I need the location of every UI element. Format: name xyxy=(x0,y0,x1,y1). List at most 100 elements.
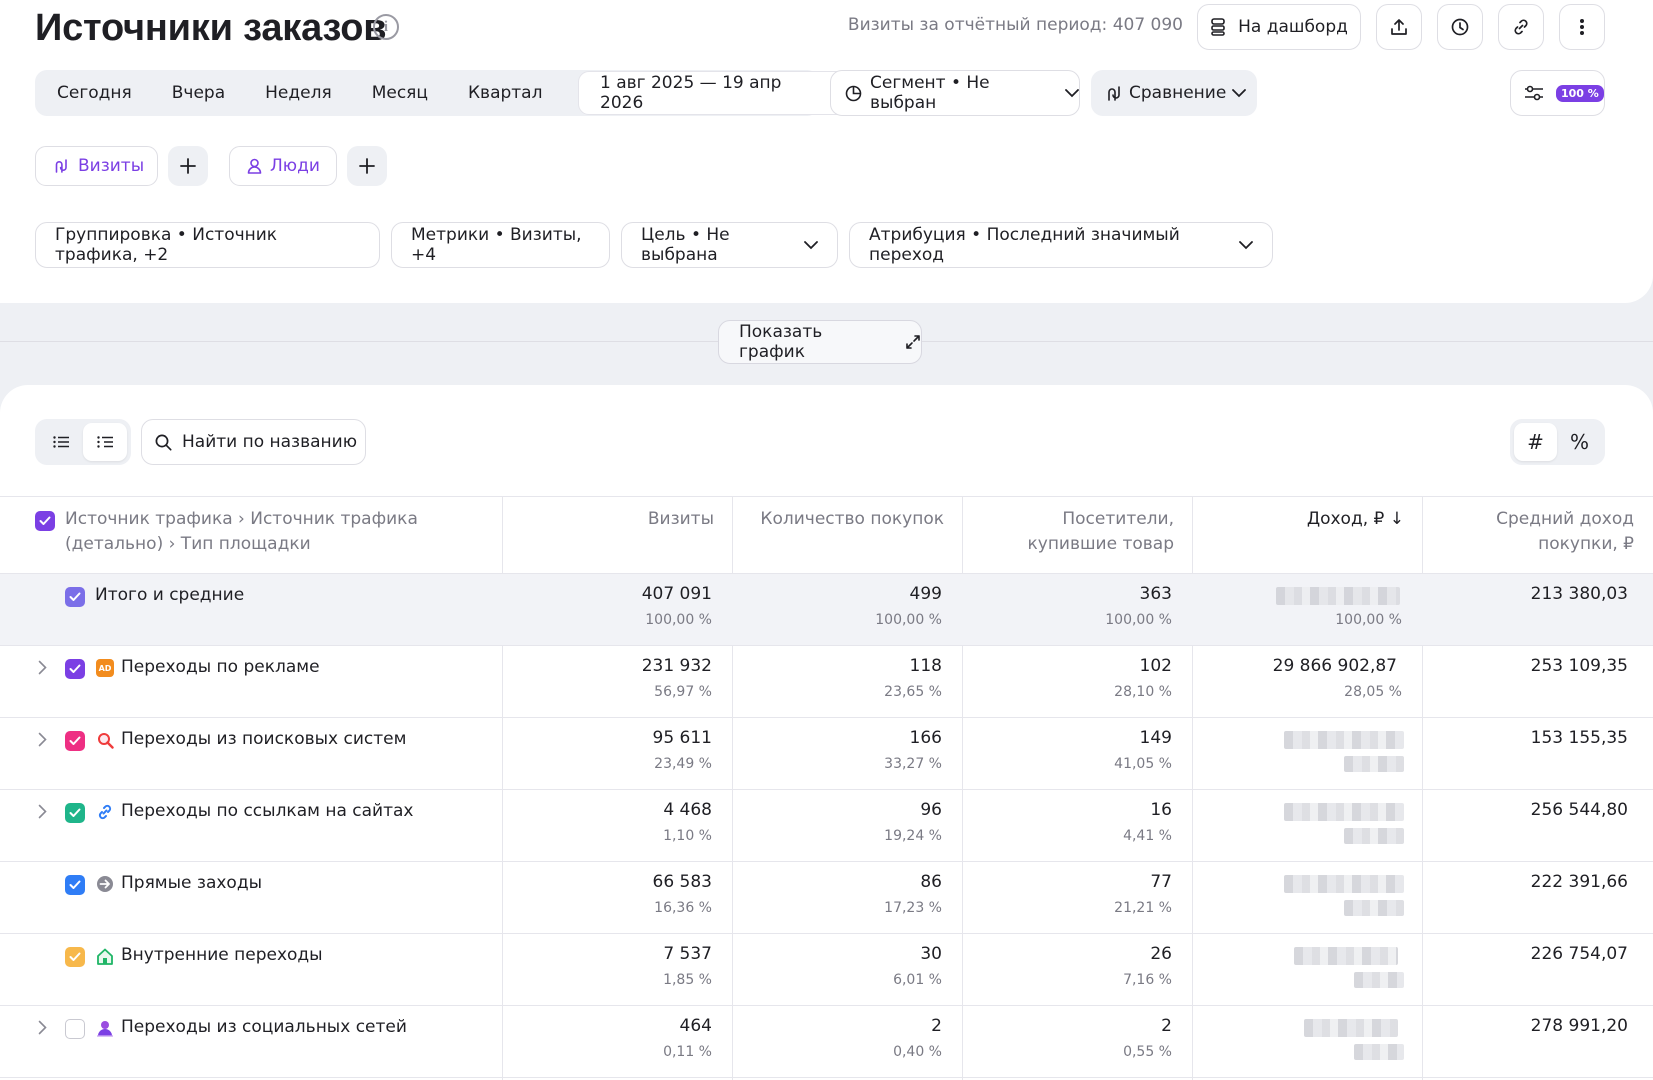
absolute-values-button[interactable]: # xyxy=(1514,423,1557,461)
avg-revenue-value: 226 754,07 xyxy=(1530,944,1628,964)
period-month[interactable]: Месяц xyxy=(371,83,428,103)
visits-value: 66 583 xyxy=(652,872,712,892)
avg-revenue-value: 222 391,66 xyxy=(1530,872,1628,892)
purchases-pct: 0,40 % xyxy=(893,1044,942,1060)
row-checkbox[interactable] xyxy=(65,731,85,751)
table-row[interactable]: Переходы по ссылкам на сайтах 4 468 1,10… xyxy=(0,790,1653,862)
table-row[interactable]: Внутренние переходы 7 537 1,85 % 30 6,01… xyxy=(0,934,1653,1006)
chevron-down-icon xyxy=(1065,88,1079,98)
segment-people-label: Люди xyxy=(270,156,320,176)
period-week[interactable]: Неделя xyxy=(265,83,332,103)
flat-list-view-button[interactable] xyxy=(39,423,83,461)
report-settings-button[interactable]: 100 % xyxy=(1510,70,1605,116)
chevron-down-icon xyxy=(804,240,818,250)
visits-value: 407 091 xyxy=(641,584,712,604)
visits-value: 7 537 xyxy=(663,944,712,964)
purchases-value: 166 xyxy=(909,728,942,748)
report-header-card: Источники заказов i Визиты за отчётный п… xyxy=(0,0,1653,303)
row-label: Переходы из социальных сетей xyxy=(121,1017,407,1037)
avg-revenue-column-header[interactable]: Средний доход покупки, ₽ xyxy=(1496,509,1634,554)
show-chart-button[interactable]: Показать график xyxy=(718,320,922,364)
sort-desc-icon: ↓ xyxy=(1389,509,1404,529)
add-visit-segment-button[interactable] xyxy=(168,146,208,186)
grouping-button[interactable]: Группировка • Источник трафика, +2 xyxy=(35,222,380,268)
date-range-label: 1 авг 2025 — 19 апр 2026 xyxy=(600,73,782,113)
chevron-down-icon xyxy=(1239,240,1253,250)
column-divider xyxy=(502,496,503,1080)
metrics-button[interactable]: Метрики • Визиты, +4 xyxy=(391,222,610,268)
buyers-value: 149 xyxy=(1139,728,1172,748)
expand-chevron-icon[interactable] xyxy=(38,804,47,823)
purchases-pct: 33,27 % xyxy=(884,756,942,772)
percent-values-button[interactable]: % xyxy=(1569,430,1589,454)
history-button[interactable] xyxy=(1437,4,1483,50)
goal-dropdown[interactable]: Цель • Не выбрана xyxy=(621,222,838,268)
revenue-pct: 100,00 % xyxy=(1335,612,1402,628)
expand-chevron-icon[interactable] xyxy=(38,660,47,679)
buyers-pct: 7,16 % xyxy=(1123,972,1172,988)
row-checkbox[interactable] xyxy=(65,1019,85,1039)
more-menu-button[interactable] xyxy=(1559,4,1605,50)
table-row[interactable]: AD Переходы по рекламе 231 932 56,97 % 1… xyxy=(0,646,1653,718)
purchases-value: 86 xyxy=(920,872,942,892)
buyers-column-header[interactable]: Посетители, купившие товар xyxy=(1027,509,1174,554)
comparison-label: Сравнение xyxy=(1129,83,1227,103)
comparison-dropdown[interactable]: Сравнение xyxy=(1091,70,1257,116)
row-checkbox[interactable] xyxy=(65,947,85,967)
segment-people-chip[interactable]: Люди xyxy=(229,146,337,186)
expand-chevron-icon[interactable] xyxy=(38,1020,47,1039)
compare-icon xyxy=(53,158,70,174)
row-checkbox[interactable] xyxy=(65,875,85,895)
period-today[interactable]: Сегодня xyxy=(57,83,132,103)
tree-view-button[interactable] xyxy=(83,423,127,461)
row-label: Прямые заходы xyxy=(121,873,263,893)
row-checkbox[interactable] xyxy=(65,803,85,823)
sampling-badge: 100 % xyxy=(1556,84,1604,102)
revenue-redacted xyxy=(1284,731,1404,749)
row-checkbox[interactable] xyxy=(65,587,85,607)
dimension-column-header[interactable]: Источник трафика › Источник трафика (дет… xyxy=(65,509,418,554)
social-person-icon xyxy=(96,1019,114,1037)
sliders-icon xyxy=(1524,85,1544,101)
expand-chevron-icon[interactable] xyxy=(38,732,47,751)
revenue-pct-redacted xyxy=(1354,1044,1404,1060)
export-button[interactable] xyxy=(1376,4,1422,50)
date-range-picker[interactable]: 1 авг 2025 — 19 апр 2026 xyxy=(578,71,854,115)
visits-pct: 100,00 % xyxy=(645,612,712,628)
add-to-dashboard-button[interactable]: На дашборд xyxy=(1197,4,1361,50)
buyers-pct: 100,00 % xyxy=(1105,612,1172,628)
visits-value: 231 932 xyxy=(641,656,712,676)
clock-icon xyxy=(1451,18,1469,36)
search-magnifier-icon xyxy=(96,731,114,749)
search-input[interactable]: Найти по названию xyxy=(141,419,366,465)
row-checkbox[interactable] xyxy=(65,659,85,679)
upload-icon xyxy=(1390,18,1408,36)
info-icon[interactable]: i xyxy=(373,14,399,40)
period-quarter[interactable]: Квартал xyxy=(467,83,543,103)
period-selector: Сегодня Вчера Неделя Месяц Квартал 1 авг… xyxy=(35,70,854,116)
period-yesterday[interactable]: Вчера xyxy=(171,83,226,103)
report-table-card: Найти по названию # % Источник трафика ›… xyxy=(0,385,1653,1080)
table-row[interactable]: Переходы из социальных сетей 464 0,11 % … xyxy=(0,1006,1653,1078)
person-icon xyxy=(247,158,262,174)
table-row[interactable]: Переходы из поисковых систем 95 611 23,4… xyxy=(0,718,1653,790)
visits-period-text: Визиты за отчётный период: 407 090 xyxy=(847,15,1183,35)
list-icon xyxy=(53,436,69,448)
view-mode-toggle xyxy=(35,419,131,465)
copy-link-button[interactable] xyxy=(1498,4,1544,50)
revenue-column-header[interactable]: Доход, ₽ ↓ xyxy=(1306,509,1404,529)
select-all-checkbox[interactable] xyxy=(35,511,55,531)
attribution-dropdown[interactable]: Атрибуция • Последний значимый переход xyxy=(849,222,1273,268)
segment-dropdown[interactable]: Сегмент • Не выбран xyxy=(830,70,1080,116)
buyers-pct: 0,55 % xyxy=(1123,1044,1172,1060)
table-row[interactable]: Прямые заходы 66 583 16,36 % 86 17,23 % … xyxy=(0,862,1653,934)
visits-column-header[interactable]: Визиты xyxy=(647,509,714,529)
visits-pct: 0,11 % xyxy=(663,1044,712,1060)
add-people-segment-button[interactable] xyxy=(347,146,387,186)
segment-visits-chip[interactable]: Визиты xyxy=(35,146,158,186)
add-to-dashboard-label: На дашборд xyxy=(1238,17,1348,37)
purchases-value: 2 xyxy=(931,1016,942,1036)
revenue-redacted xyxy=(1284,803,1404,821)
row-label: Переходы по ссылкам на сайтах xyxy=(121,801,414,821)
purchases-column-header[interactable]: Количество покупок xyxy=(760,509,944,529)
